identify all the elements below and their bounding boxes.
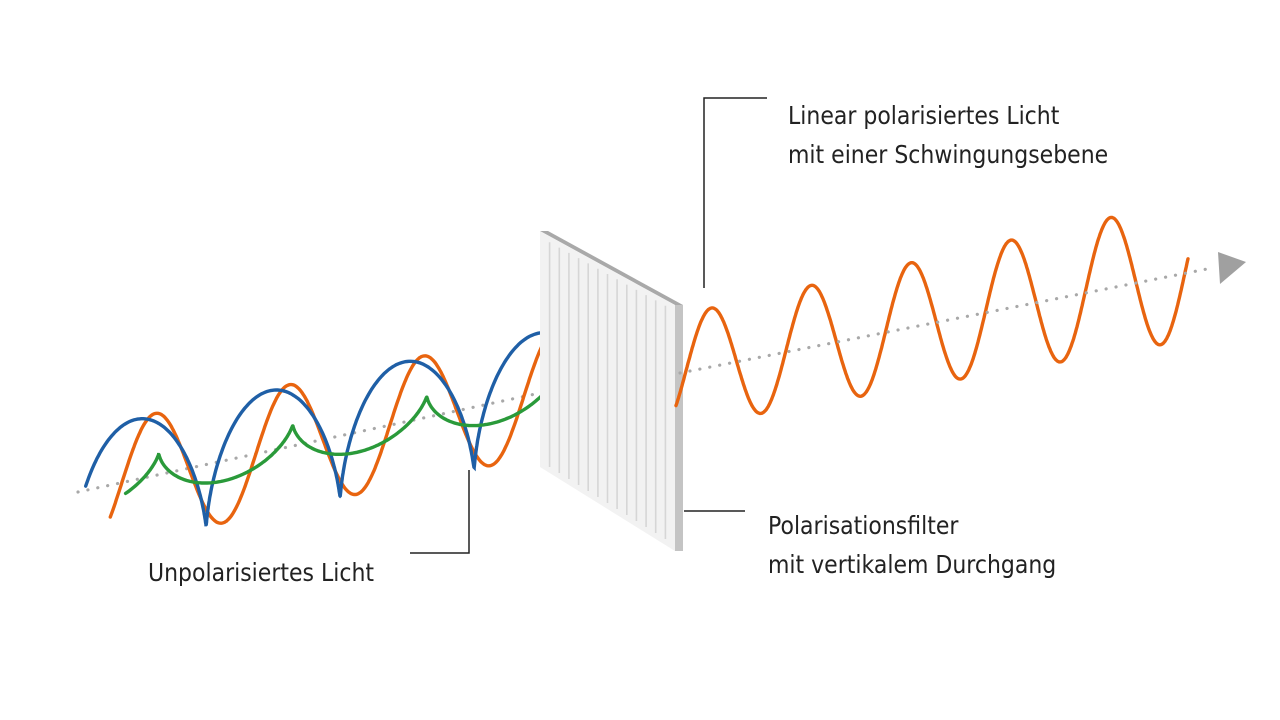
filter-label: Polarisationsfilter mit vertikalem Durch… xyxy=(768,506,1056,584)
leader-line-unpolarized xyxy=(410,470,469,553)
filter-side-edge xyxy=(675,305,683,551)
linear-polarized-label-line2: mit einer Schwingungsebene xyxy=(788,135,1108,174)
unpolarized-label-line1: Unpolarisiertes Licht xyxy=(148,553,374,592)
linear-polarized-label-line1: Linear polarisiertes Licht xyxy=(788,96,1108,135)
filter-label-line2: mit vertikalem Durchgang xyxy=(768,545,1056,584)
propagation-arrowhead xyxy=(1218,252,1246,284)
unpolarized-label: Unpolarisiertes Licht xyxy=(148,553,374,592)
linear-polarized-label: Linear polarisiertes Licht mit einer Sch… xyxy=(788,96,1108,174)
leader-line-linear-polarized xyxy=(704,98,767,288)
filter-label-line1: Polarisationsfilter xyxy=(768,506,1056,545)
linear-polarized-wave xyxy=(676,218,1188,414)
unpolarized-wave-blue xyxy=(86,333,593,525)
unpolarized-wave-green xyxy=(126,369,610,494)
polarization-filter xyxy=(540,231,683,551)
